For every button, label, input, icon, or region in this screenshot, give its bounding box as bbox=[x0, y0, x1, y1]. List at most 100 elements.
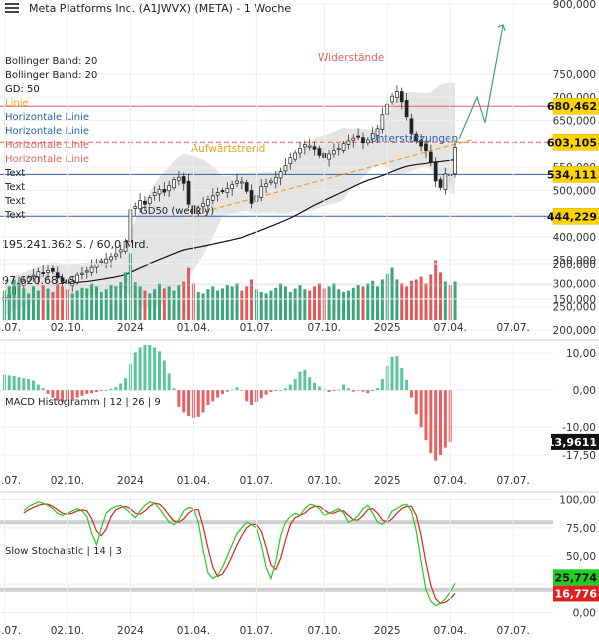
macd-bar bbox=[283, 388, 287, 391]
price-badge-text: 534,111 bbox=[547, 168, 597, 181]
candle-down bbox=[361, 137, 365, 144]
volume-bar bbox=[216, 290, 220, 320]
volume-top-label: 195.241.362 S. / 60,0 Mrd. bbox=[2, 238, 149, 251]
macd-bar bbox=[70, 390, 74, 400]
volume-bar bbox=[85, 288, 89, 320]
price-level-badges: 680,462 603,105 534,111 444,229 bbox=[547, 97, 599, 225]
macd-bar bbox=[279, 390, 283, 391]
price-badge-bg bbox=[552, 97, 599, 115]
stochastic-label: Slow Stochastic | 14 | 3 bbox=[5, 546, 122, 557]
volume-bar bbox=[143, 290, 147, 320]
macd-bar bbox=[90, 390, 94, 394]
volume-bar bbox=[453, 281, 457, 320]
candle-down bbox=[428, 151, 433, 163]
price-tick-label: 250,000 bbox=[553, 302, 596, 314]
volume-bar bbox=[157, 283, 161, 320]
price-badge-bg bbox=[552, 166, 599, 183]
macd-bar bbox=[400, 367, 404, 391]
candle-up bbox=[341, 143, 346, 151]
volume-bar bbox=[162, 288, 166, 320]
candle-down bbox=[317, 148, 322, 156]
candle-up bbox=[351, 137, 356, 141]
candle-up bbox=[26, 277, 31, 282]
macd-bar bbox=[240, 390, 244, 391]
candle-up bbox=[380, 114, 385, 130]
price-tick-label: 200,000 bbox=[553, 325, 596, 337]
volume-bar bbox=[380, 279, 384, 320]
macd-bar bbox=[167, 373, 171, 391]
macd-bar bbox=[211, 390, 215, 402]
volume-bar bbox=[206, 289, 210, 320]
candle-up bbox=[259, 186, 264, 198]
volume-bar bbox=[274, 287, 278, 320]
candle-up bbox=[293, 152, 298, 160]
stoch-tick-label: 75,00 bbox=[566, 523, 596, 535]
candle-up bbox=[109, 256, 113, 261]
macd-bar bbox=[220, 390, 224, 394]
x-tick-label: 07.04. bbox=[434, 625, 467, 637]
x-tick-label: 07.10. bbox=[308, 322, 341, 334]
macd-bar bbox=[439, 390, 443, 456]
forecast-path bbox=[458, 24, 504, 140]
x-tick-label: 03.07. bbox=[0, 475, 21, 487]
macd-bar bbox=[109, 388, 113, 391]
volume-bar bbox=[17, 284, 21, 320]
macd-bar bbox=[366, 390, 370, 394]
candle-up bbox=[75, 274, 79, 283]
macd-bar bbox=[7, 375, 11, 391]
candle-up bbox=[80, 272, 84, 275]
candle-up bbox=[390, 95, 394, 103]
candle-down bbox=[41, 272, 46, 275]
legend-entry: Bollinger Band: 20 bbox=[5, 56, 97, 67]
volume-bar bbox=[148, 293, 152, 320]
widerstaende-label: Widerstände bbox=[318, 52, 384, 64]
macd-bar bbox=[259, 390, 263, 399]
x-tick-label: 2024 bbox=[117, 322, 144, 334]
macd-bar bbox=[201, 390, 205, 413]
stoch-tick-label: 0,00 bbox=[573, 607, 596, 619]
macd-bar bbox=[148, 344, 152, 391]
volume-bar bbox=[51, 292, 55, 320]
volume-bar bbox=[31, 286, 35, 320]
macd-bar bbox=[36, 384, 40, 391]
candle-up bbox=[273, 176, 278, 184]
volume-bar bbox=[269, 290, 273, 320]
volume-bar bbox=[288, 292, 292, 320]
macd-bar bbox=[94, 390, 98, 393]
stoch-d-value: 16,776 bbox=[555, 587, 598, 600]
stoch-tick-label: 50,00 bbox=[566, 551, 596, 563]
volume-bar bbox=[124, 272, 128, 320]
forecast-arrowhead bbox=[497, 24, 506, 32]
menu-icon[interactable] bbox=[5, 3, 19, 13]
legend-entry: Text bbox=[4, 196, 25, 207]
macd-bar bbox=[264, 390, 268, 395]
candle-up bbox=[230, 184, 235, 189]
volume-bar bbox=[94, 286, 98, 320]
volume-tick-label: 150,000 bbox=[553, 294, 596, 306]
candle-up bbox=[89, 266, 94, 273]
candle-up bbox=[104, 258, 109, 264]
candle-down bbox=[312, 146, 317, 150]
macd-bar bbox=[104, 390, 108, 391]
candle-up bbox=[210, 195, 215, 201]
macd-tick-label: 10,00 bbox=[566, 348, 596, 360]
legend-entry: Bollinger Band: 20 bbox=[5, 70, 97, 81]
x-tick-label: 01.07. bbox=[240, 322, 273, 334]
candle-up bbox=[302, 144, 307, 148]
volume-bar bbox=[337, 289, 341, 320]
price-badge-534111: 534,111 bbox=[547, 166, 599, 183]
volume-bar bbox=[332, 283, 336, 320]
macd-bar bbox=[351, 390, 355, 392]
volume-bar bbox=[41, 285, 45, 320]
stoch-d-line bbox=[23, 502, 456, 605]
macd-bar bbox=[230, 389, 234, 391]
x-tick-label: 2024 bbox=[117, 625, 144, 637]
macd-bar bbox=[46, 390, 50, 394]
macd-bar bbox=[133, 352, 137, 391]
volume-bar bbox=[313, 286, 317, 320]
macd-bar bbox=[225, 390, 229, 392]
stoch-k-value: 25,774 bbox=[555, 571, 598, 584]
candle-down bbox=[404, 100, 409, 118]
x-tick-label: 02.10. bbox=[51, 475, 84, 487]
